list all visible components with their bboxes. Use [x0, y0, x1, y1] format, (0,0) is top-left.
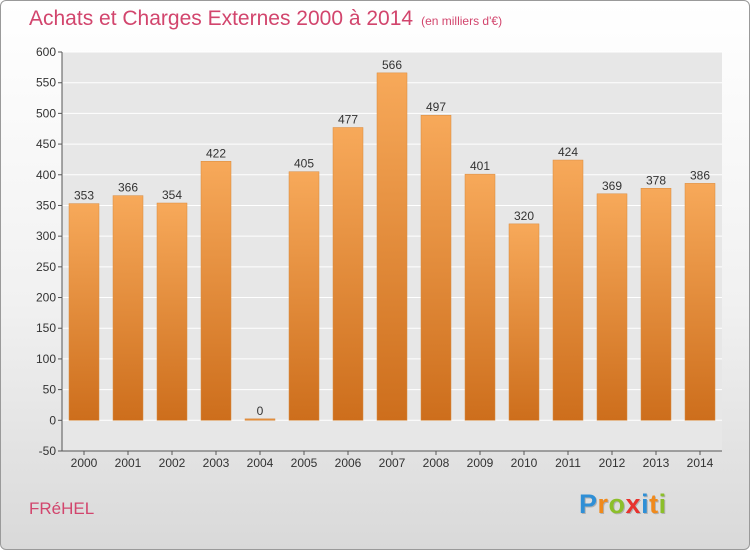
data-label-2007: 566	[382, 58, 402, 72]
data-label-2004: 0	[257, 404, 264, 418]
data-label-2006: 477	[338, 113, 358, 127]
bar-2007	[376, 72, 408, 421]
data-label-2008: 497	[426, 100, 446, 114]
x-axis: 2000 2001 2002 2003 2004 2005 2006 2007 2008 2009…	[62, 450, 722, 470]
y-tick-label: 250	[36, 260, 56, 274]
x-tick-label-2012: 2012	[599, 456, 626, 470]
y-tick-label: 550	[36, 76, 56, 90]
logo-letter: r	[597, 489, 609, 519]
logo-letter: t	[649, 489, 659, 519]
x-tick-label-2005: 2005	[291, 456, 318, 470]
y-tick-label: 200	[36, 291, 56, 305]
bar-2010	[508, 223, 540, 421]
logo-letter: o	[608, 489, 626, 519]
place-name: FRéHEL	[29, 499, 95, 518]
bar-2003	[200, 161, 232, 421]
data-label-2009: 401	[470, 159, 490, 173]
y-tick-label: 500	[36, 106, 56, 120]
data-label-2011: 424	[558, 145, 578, 159]
data-labels: 353 366 354 422 0 405 477 566 497 401 320 424 369 378…	[74, 58, 710, 418]
bar-2013	[640, 188, 672, 421]
x-tick-label-2011: 2011	[555, 456, 581, 470]
x-tick-label-2010: 2010	[511, 456, 538, 470]
x-tick-label-2013: 2013	[643, 456, 670, 470]
x-tick-label-2004: 2004	[247, 456, 274, 470]
x-tick-label-2003: 2003	[203, 456, 230, 470]
bar-2005	[288, 171, 320, 421]
data-label-2005: 405	[294, 157, 314, 171]
data-label-2000: 353	[74, 189, 94, 203]
y-axis: -50 0 50 100 150 200 250 300 350 400 450 500 550 600	[36, 45, 63, 458]
data-label-2003: 422	[206, 146, 226, 160]
logo-letter: i	[641, 489, 650, 519]
y-tick-label: 400	[36, 168, 56, 182]
data-label-2014: 386	[690, 168, 710, 182]
y-tick-label: 450	[36, 137, 56, 151]
data-label-2001: 366	[118, 181, 138, 195]
y-tick-label: 350	[36, 198, 56, 212]
bar-2004	[244, 418, 276, 421]
x-tick-label-2002: 2002	[159, 456, 186, 470]
proxiti-logo: Proxiti	[579, 489, 667, 520]
x-tick-label-2000: 2000	[71, 456, 98, 470]
title-row: Achats et Charges Externes 2000 à 2014 (e…	[29, 7, 502, 31]
bar-2001	[112, 195, 144, 421]
y-tick-label: 150	[36, 321, 56, 335]
data-label-2012: 369	[602, 179, 622, 193]
data-label-2013: 378	[646, 173, 666, 187]
bar-2009	[464, 173, 496, 421]
bar-2006	[332, 127, 364, 421]
chart-subtitle: (en milliers d'€)	[421, 14, 503, 28]
x-tick-label-2008: 2008	[423, 456, 450, 470]
bar-2008	[420, 114, 452, 421]
y-tick-label: 100	[36, 352, 56, 366]
bar-2011	[552, 159, 584, 421]
x-tick-label-2009: 2009	[467, 456, 494, 470]
x-tick-label-2014: 2014	[687, 456, 714, 470]
y-tick-label: 50	[43, 383, 57, 397]
logo-letter: P	[579, 489, 598, 519]
bar-2012	[596, 193, 628, 421]
y-tick-label: 300	[36, 229, 56, 243]
y-tick-label: 0	[49, 413, 56, 427]
logo-letter: i	[658, 489, 667, 519]
data-label-2002: 354	[162, 188, 182, 202]
data-label-2010: 320	[514, 209, 534, 223]
bar-2002	[156, 202, 188, 421]
chart-title: Achats et Charges Externes 2000 à 2014	[29, 7, 414, 30]
bars	[68, 72, 716, 421]
bar-2014	[684, 183, 716, 421]
x-tick-label-2007: 2007	[379, 456, 406, 470]
y-tick-label: 600	[36, 45, 56, 59]
x-tick-label-2001: 2001	[115, 456, 142, 470]
logo-letter: x	[625, 489, 642, 519]
y-tick-label: -50	[39, 444, 57, 458]
bar-2000	[68, 203, 100, 421]
x-tick-label-2006: 2006	[335, 456, 362, 470]
